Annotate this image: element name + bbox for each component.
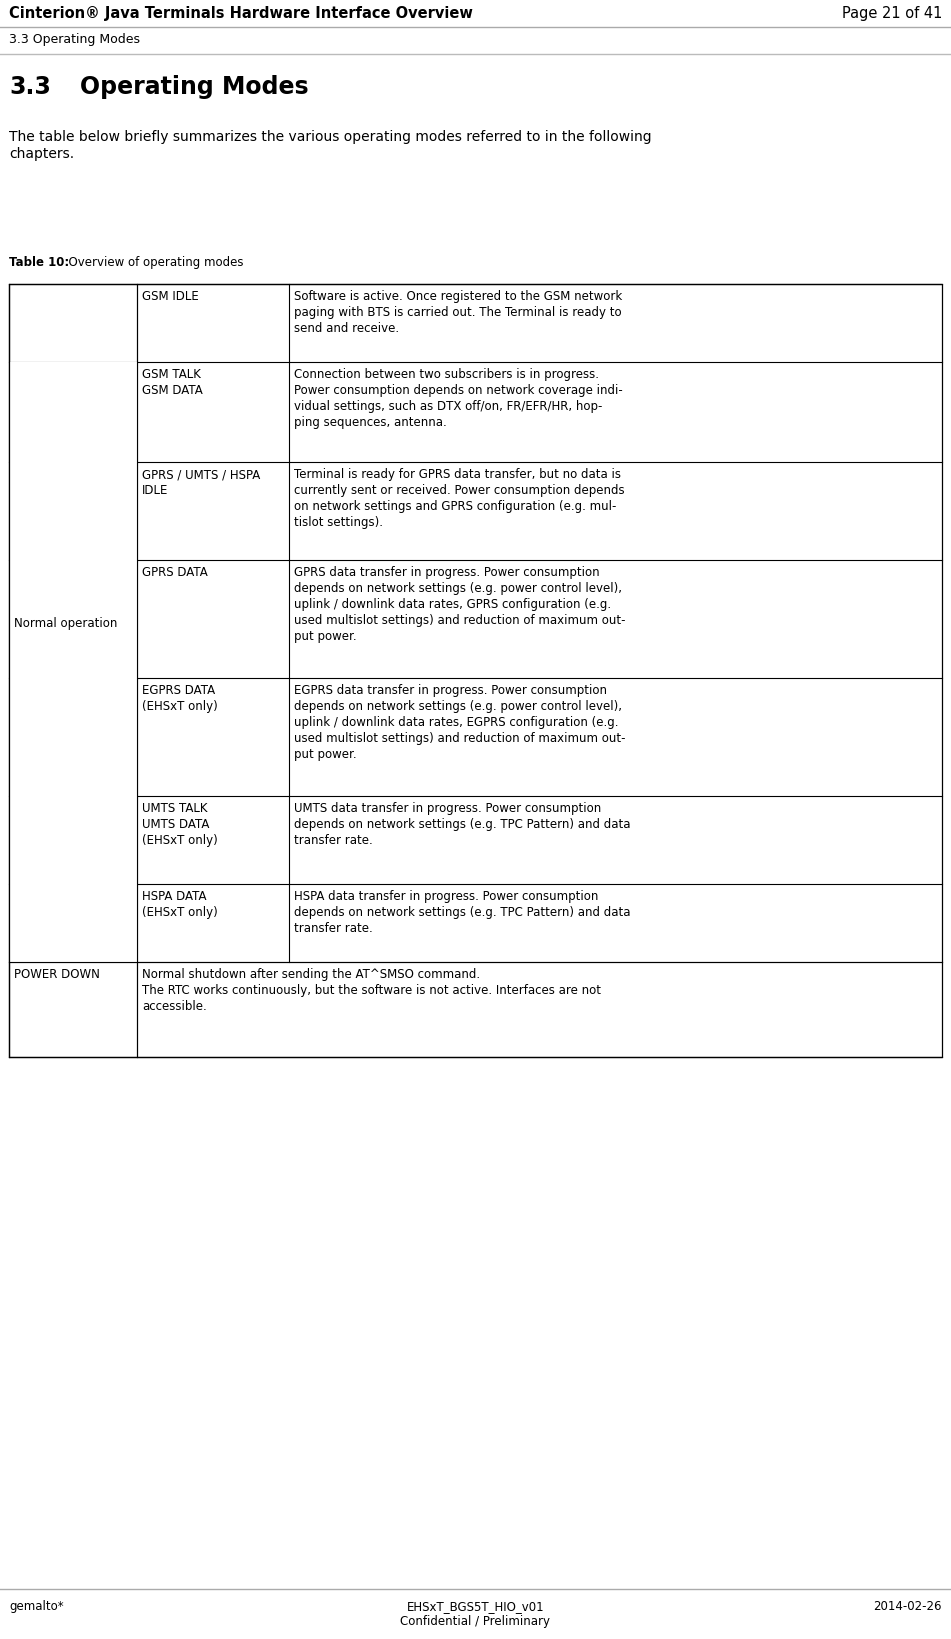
Text: Table 10:: Table 10:: [9, 256, 69, 269]
Text: gemalto*: gemalto*: [9, 1600, 64, 1613]
Text: HSPA DATA
(EHSxT only): HSPA DATA (EHSxT only): [142, 890, 218, 918]
Bar: [9, 285, 942, 1057]
Bar: [9, 462, 137, 561]
Text: Operating Modes: Operating Modes: [80, 75, 309, 98]
Text: POWER DOWN: POWER DOWN: [14, 967, 100, 980]
Text: EHSxT_BGS5T_HIO_v01
Confidential / Preliminary: EHSxT_BGS5T_HIO_v01 Confidential / Preli…: [400, 1600, 551, 1628]
Text: 3.3: 3.3: [9, 75, 50, 98]
Text: GSM TALK
GSM DATA: GSM TALK GSM DATA: [142, 367, 203, 397]
Text: GPRS data transfer in progress. Power consumption
depends on network settings (e: GPRS data transfer in progress. Power co…: [294, 565, 626, 642]
Text: Normal operation: Normal operation: [14, 618, 117, 629]
Text: EGPRS DATA
(EHSxT only): EGPRS DATA (EHSxT only): [142, 683, 218, 713]
Text: Terminal is ready for GPRS data transfer, but no data is
currently sent or recei: Terminal is ready for GPRS data transfer…: [294, 467, 625, 529]
Bar: [9, 679, 137, 797]
Text: Normal shutdown after sending the AT^SMSO command.
The RTC works continuously, b: Normal shutdown after sending the AT^SMS…: [142, 967, 601, 1013]
Text: Cinterion® Java Terminals Hardware Interface Overview: Cinterion® Java Terminals Hardware Inter…: [9, 7, 473, 21]
Text: GSM IDLE: GSM IDLE: [142, 290, 199, 303]
Text: Overview of operating modes: Overview of operating modes: [61, 256, 243, 269]
Text: GPRS DATA: GPRS DATA: [142, 565, 207, 579]
Text: The table below briefly summarizes the various operating modes referred to in th: The table below briefly summarizes the v…: [9, 129, 651, 144]
Bar: [9, 561, 137, 679]
Text: chapters.: chapters.: [9, 148, 74, 161]
Bar: [9, 362, 137, 462]
Text: Software is active. Once registered to the GSM network
paging with BTS is carrie: Software is active. Once registered to t…: [294, 290, 622, 334]
Text: Connection between two subscribers is in progress.
Power consumption depends on : Connection between two subscribers is in…: [294, 367, 623, 429]
Bar: [9, 797, 137, 885]
Text: EGPRS data transfer in progress. Power consumption
depends on network settings (: EGPRS data transfer in progress. Power c…: [294, 683, 626, 760]
Bar: [9, 885, 137, 962]
Text: UMTS TALK
UMTS DATA
(EHSxT only): UMTS TALK UMTS DATA (EHSxT only): [142, 801, 218, 846]
Text: 3.3 Operating Modes: 3.3 Operating Modes: [9, 33, 140, 46]
Text: HSPA data transfer in progress. Power consumption
depends on network settings (e: HSPA data transfer in progress. Power co…: [294, 890, 631, 934]
Text: 2014-02-26: 2014-02-26: [874, 1600, 942, 1613]
Text: Page 21 of 41: Page 21 of 41: [842, 7, 942, 21]
Text: UMTS data transfer in progress. Power consumption
depends on network settings (e: UMTS data transfer in progress. Power co…: [294, 801, 631, 846]
Text: GPRS / UMTS / HSPA
IDLE: GPRS / UMTS / HSPA IDLE: [142, 467, 261, 497]
